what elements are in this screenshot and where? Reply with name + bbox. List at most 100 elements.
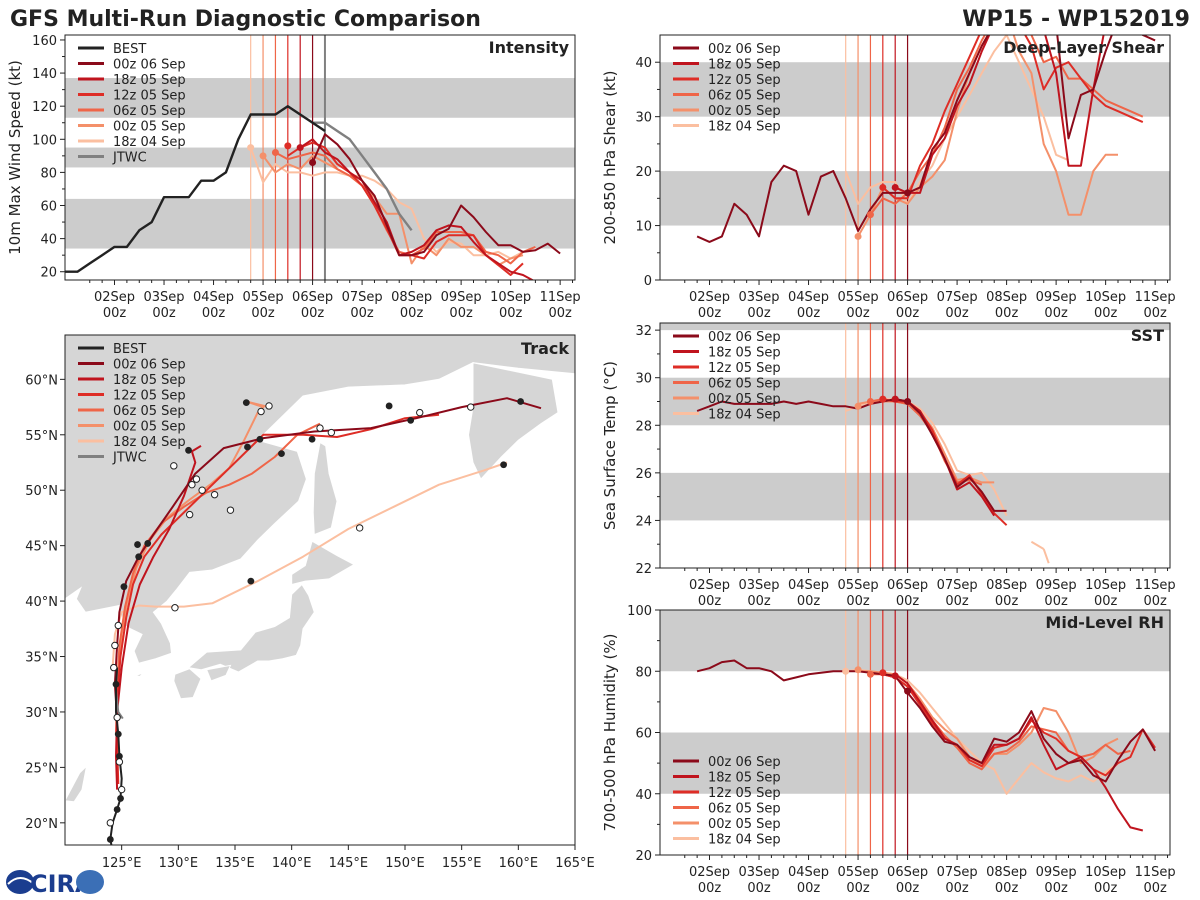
track-point-open-3 (113, 713, 121, 722)
sst-series-18z-04-sep-1 (1030, 540, 1045, 550)
sst-xtick-day-2: 04Sep (788, 578, 829, 593)
rh-marker-00z-06-sep (904, 687, 912, 695)
intensity-legend-label-12z-05-sep: 12z 05 Sep (113, 89, 186, 104)
intensity-xtick-day-4: 06Sep (292, 290, 333, 305)
rh-xtick-hour-5: 00z (945, 881, 969, 896)
rh-band-0 (660, 732, 1170, 794)
rh-marker-18z-05-sep (891, 672, 899, 680)
track-legend-label-18z-04-sep: 18z 04 Sep (113, 435, 186, 450)
rh-xtick-hour-0: 00z (698, 881, 722, 896)
track-legend-label-06z-05-sep: 06z 05 Sep (113, 404, 186, 419)
sst-xtick-hour-7: 00z (1044, 594, 1068, 609)
sst-band-0 (660, 472, 1170, 521)
sst-ytick-label-5: 32 (635, 324, 652, 339)
track-point-open-0 (106, 819, 115, 827)
land-mass-3 (291, 540, 356, 586)
rh-xtick-day-1: 03Sep (739, 865, 780, 880)
shear-xtick-hour-0: 00z (698, 306, 722, 321)
intensity-ytick-label-5: 120 (32, 100, 57, 115)
intensity-ytick-label-0: 20 (40, 266, 57, 281)
sst-xtick-hour-0: 00z (698, 594, 722, 609)
sst-xtick-hour-6: 00z (995, 594, 1019, 609)
intensity-xtick-day-0: 02Sep (94, 290, 135, 305)
sst-xtick-day-4: 06Sep (887, 578, 928, 593)
intensity-xtick-hour-0: 00z (103, 306, 127, 321)
intensity-legend-label-00z-06-sep: 00z 06 Sep (113, 58, 186, 73)
land-mass-6 (206, 664, 232, 682)
shear-band-1 (660, 62, 1170, 117)
shear-plot-area (660, 35, 1170, 280)
sst-xtick-day-9: 11Sep (1135, 578, 1176, 593)
shear-ylabel: 200-850 hPa Shear (kt) (601, 71, 619, 245)
sst-xtick-hour-2: 00z (797, 594, 821, 609)
track-lon-label-2: 135°E (215, 856, 255, 871)
cira-logo-globe-icon (76, 870, 104, 894)
rh-xtick-hour-8: 00z (1094, 881, 1118, 896)
shear-legend-label-00z-05-sep: 00z 05 Sep (708, 104, 781, 119)
intensity-ylabel: 10m Max Wind Speed (kt) (6, 60, 24, 255)
shear-xtick-hour-9: 00z (1143, 306, 1167, 321)
rh-xtick-day-0: 02Sep (689, 865, 730, 880)
rh-xtick-hour-7: 00z (1044, 881, 1068, 896)
intensity-series-jtwc-6 (312, 121, 413, 232)
sst-xtick-day-6: 08Sep (986, 578, 1027, 593)
intensity-axes-frame (64, 34, 576, 281)
rh-xtick-hour-4: 00z (896, 881, 920, 896)
shear-xtick-day-3: 05Sep (838, 290, 879, 305)
sst-series-18z-04-sep-2 (1042, 548, 1050, 564)
sst-xtick-hour-3: 00z (846, 594, 870, 609)
track-point-open-2 (115, 758, 124, 766)
track-lon-label-3: 140°E (272, 856, 312, 871)
intensity-marker-18z-05-sep (296, 144, 304, 152)
rh-marker-00z-05-sep (854, 666, 862, 674)
rh-marker-18z-04-sep (842, 667, 850, 675)
track-point-open-7 (171, 604, 179, 612)
shear-xtick-day-8: 10Sep (1085, 290, 1126, 305)
rh-band-1 (660, 610, 1170, 672)
intensity-panel: 2040608010012014016002Sep00z03Sep00z04Se… (6, 34, 581, 321)
track-legend-label-best: BEST (113, 342, 146, 357)
rh-legend-label-12z-05-sep: 12z 05 Sep (708, 786, 781, 801)
shear-xtick-hour-6: 00z (995, 306, 1019, 321)
sst-marker-06z-05-sep (866, 397, 874, 405)
intensity-marker-00z-05-sep (259, 152, 267, 160)
track-point-open-9 (188, 480, 196, 489)
track-point-filled-12 (256, 435, 264, 443)
intensity-xtick-hour-8: 00z (499, 306, 523, 321)
shear-legend-label-18z-05-sep: 18z 05 Sep (708, 58, 781, 73)
track-lon-label-7: 160°E (499, 856, 539, 871)
shear-ytick-label-1: 10 (635, 220, 652, 235)
track-lat-label-7: 55°N (25, 429, 58, 444)
track-map-area (65, 335, 575, 845)
rh-xtick-day-7: 09Sep (1036, 865, 1077, 880)
intensity-xtick-hour-9: 00z (548, 306, 572, 321)
shear-xtick-hour-7: 00z (1044, 306, 1068, 321)
intensity-xtick-day-5: 07Sep (342, 290, 383, 305)
shear-xtick-hour-8: 00z (1094, 306, 1118, 321)
rh-xtick-day-6: 08Sep (986, 865, 1027, 880)
rh-xtick-day-4: 06Sep (887, 865, 928, 880)
sst-series-00z-06-sep-7 (696, 398, 1007, 512)
track-point-filled-11 (244, 443, 251, 451)
rh-legend-label-00z-06-sep: 00z 06 Sep (708, 755, 781, 770)
sst-xtick-day-8: 10Sep (1085, 578, 1126, 593)
cira-logo-mark (6, 870, 34, 894)
track-point-open-11 (198, 486, 206, 494)
rh-ylabel: 700-500 hPa Humidity (%) (601, 633, 619, 831)
rh-panel-title: Mid-Level RH (1045, 613, 1164, 632)
intensity-marker-18z-04-sep (247, 144, 255, 152)
track-point-filled-13 (278, 450, 285, 458)
shear-series-18z-05-sep-4 (894, 35, 1105, 194)
track-point-filled-8 (144, 540, 152, 547)
sst-band-1 (660, 377, 1170, 426)
track-point-filled-20 (247, 577, 255, 585)
shear-marker-06z-05-sep (866, 211, 874, 219)
track-point-open-4 (110, 663, 118, 672)
shear-series-00z-06-sep-5 (696, 35, 1156, 243)
rh-xtick-day-8: 10Sep (1085, 865, 1126, 880)
intensity-xtick-hour-6: 00z (400, 306, 424, 321)
rh-xtick-hour-6: 00z (995, 881, 1019, 896)
shear-panel: 01020304002Sep00z03Sep00z04Sep00z05Sep00… (601, 34, 1176, 321)
